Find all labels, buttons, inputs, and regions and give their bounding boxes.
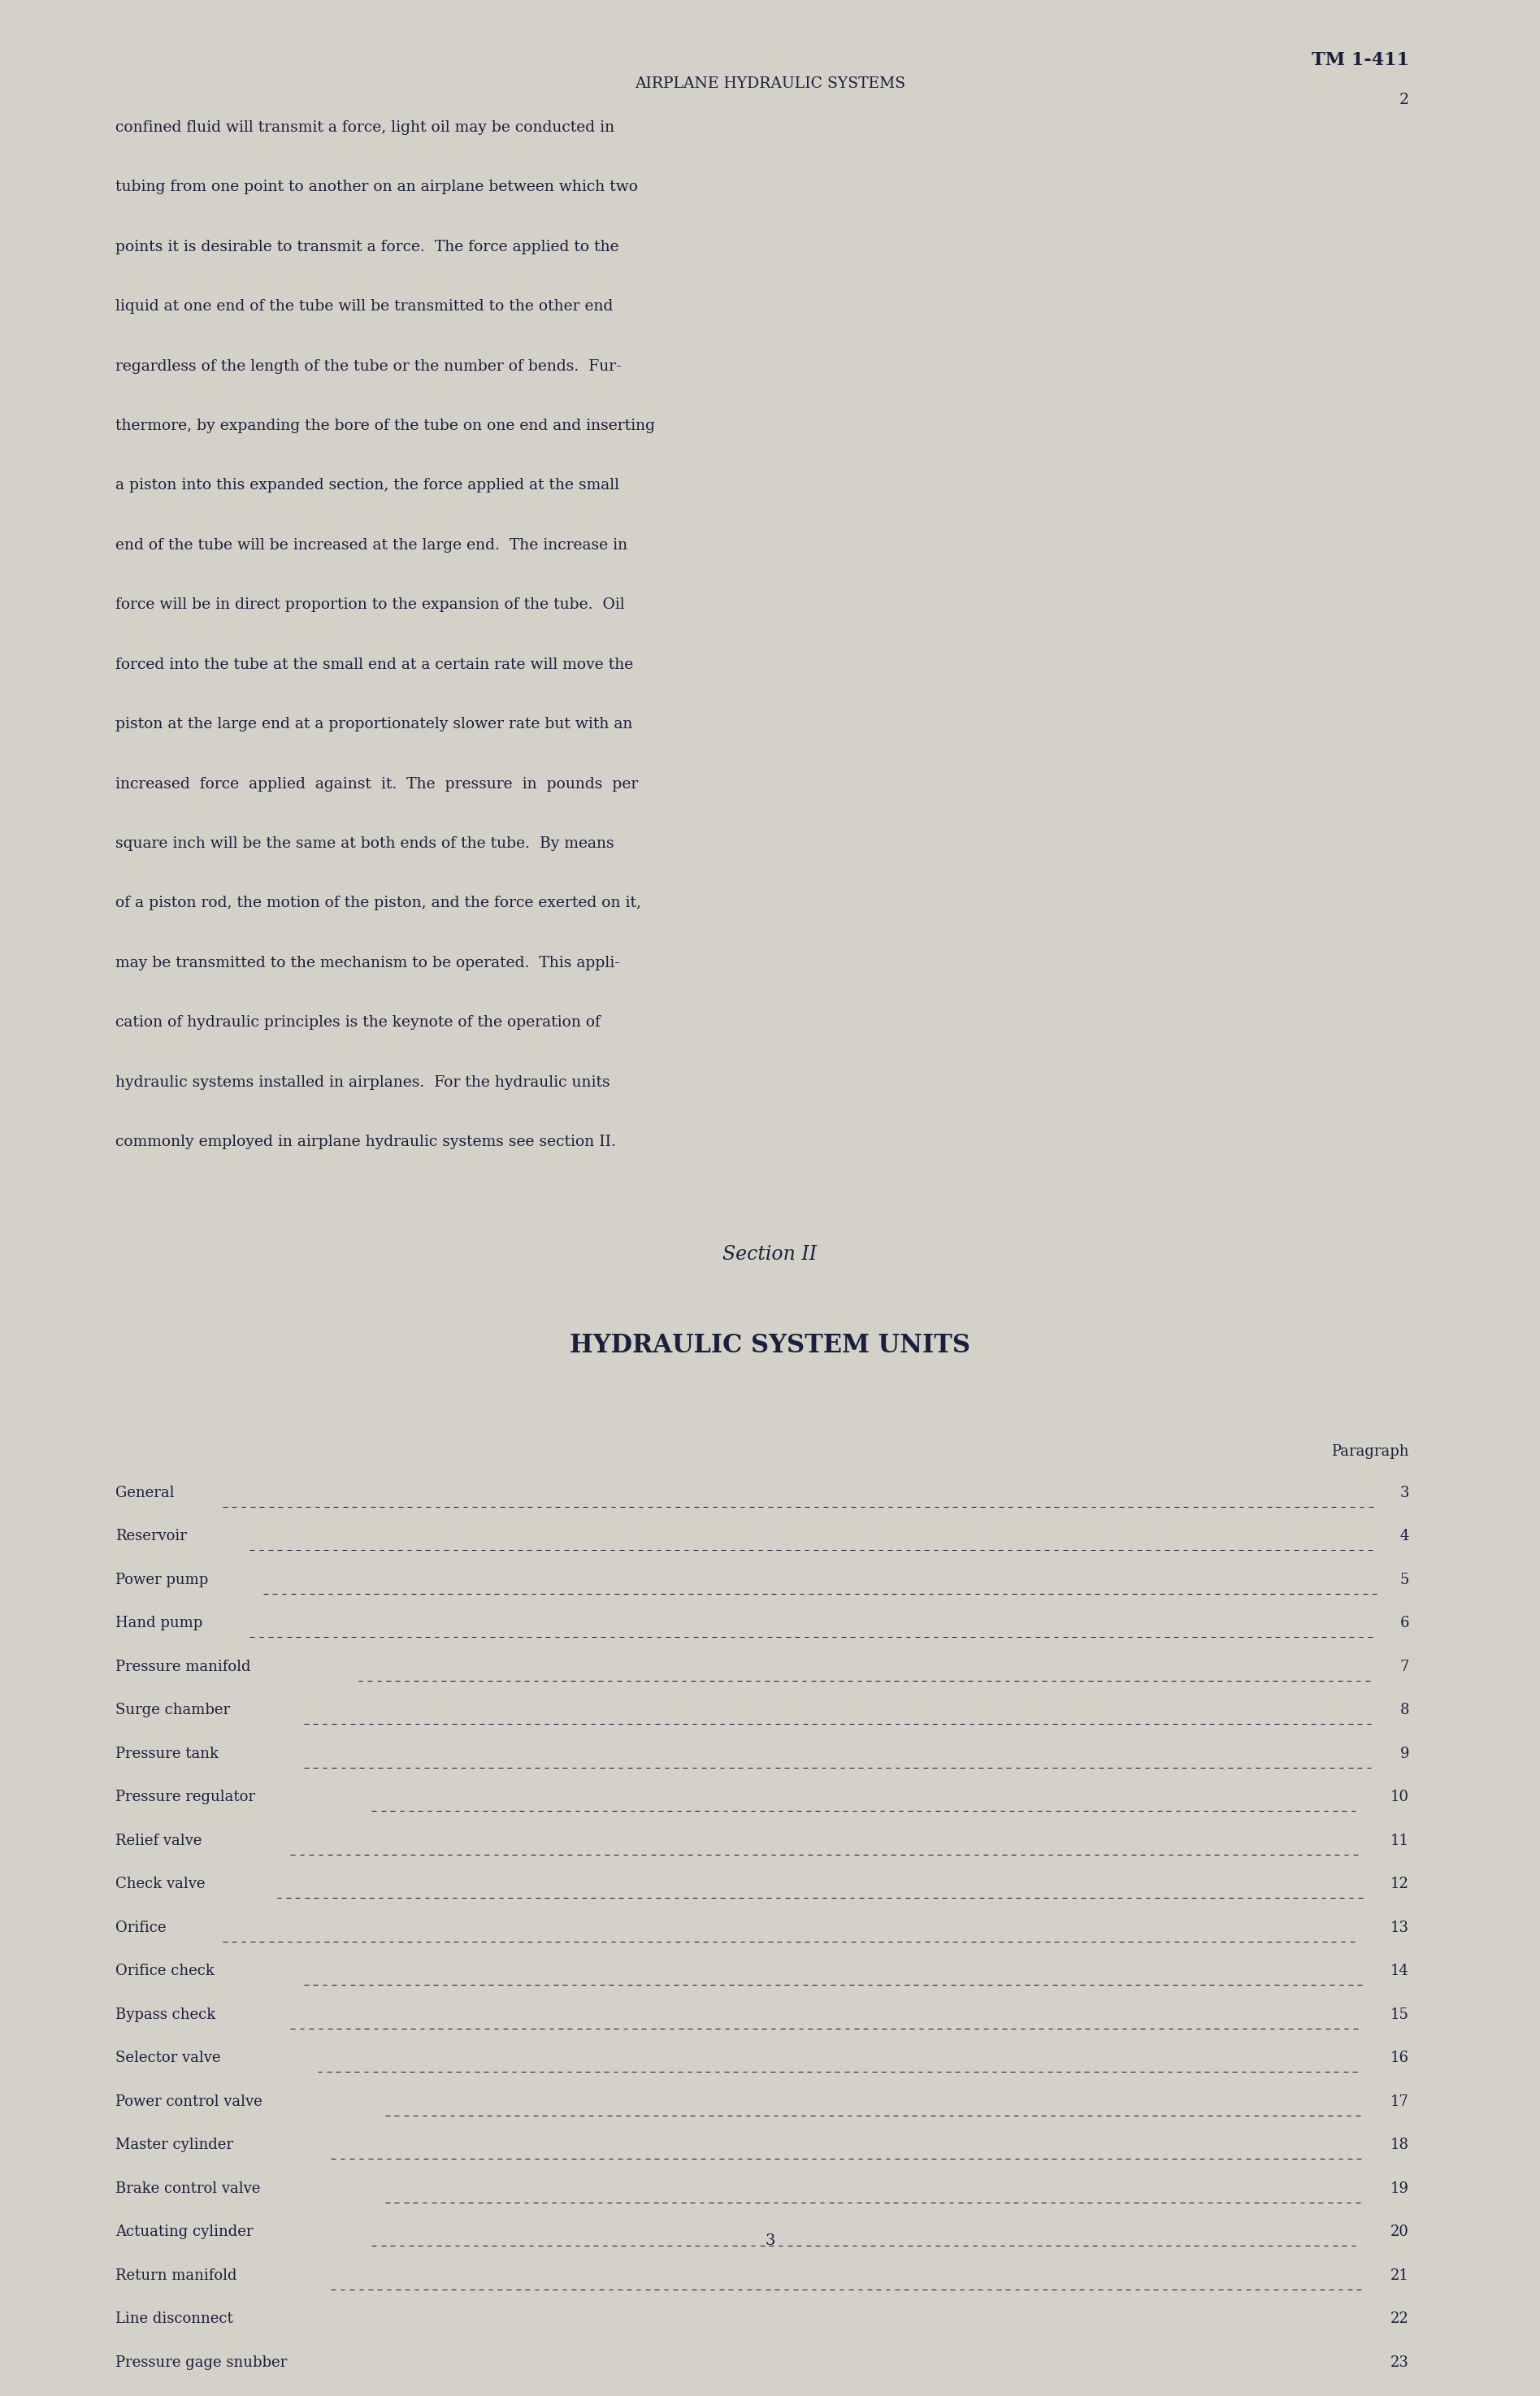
Text: Actuating cylinder: Actuating cylinder xyxy=(116,2226,253,2240)
Text: Return manifold: Return manifold xyxy=(116,2269,237,2283)
Text: may be transmitted to the mechanism to be operated.  This appli-: may be transmitted to the mechanism to b… xyxy=(116,956,621,970)
Text: 22: 22 xyxy=(1391,2312,1409,2327)
Text: liquid at one end of the tube will be transmitted to the other end: liquid at one end of the tube will be tr… xyxy=(116,300,613,314)
Text: Section II: Section II xyxy=(722,1246,818,1263)
Text: Pressure regulator: Pressure regulator xyxy=(116,1790,256,1804)
Text: of a piston rod, the motion of the piston, and the force exerted on it,: of a piston rod, the motion of the pisto… xyxy=(116,896,641,910)
Text: Orifice check: Orifice check xyxy=(116,1965,214,1979)
Text: piston at the large end at a proportionately slower rate but with an: piston at the large end at a proportiona… xyxy=(116,716,633,731)
Text: points it is desirable to transmit a force.  The force applied to the: points it is desirable to transmit a for… xyxy=(116,240,619,254)
Text: 12: 12 xyxy=(1391,1876,1409,1893)
Text: Power control valve: Power control valve xyxy=(116,2094,262,2108)
Text: 17: 17 xyxy=(1391,2094,1409,2108)
Text: 7: 7 xyxy=(1400,1660,1409,1675)
Text: 15: 15 xyxy=(1391,2008,1409,2022)
Text: 9: 9 xyxy=(1400,1747,1409,1761)
Text: Power pump: Power pump xyxy=(116,1572,208,1586)
Text: Paragraph: Paragraph xyxy=(1332,1445,1409,1459)
Text: hydraulic systems installed in airplanes.  For the hydraulic units: hydraulic systems installed in airplanes… xyxy=(116,1076,610,1090)
Text: Line disconnect: Line disconnect xyxy=(116,2312,233,2327)
Text: Relief valve: Relief valve xyxy=(116,1833,202,1847)
Text: 11: 11 xyxy=(1391,1833,1409,1847)
Text: Bypass check: Bypass check xyxy=(116,2008,216,2022)
Text: commonly employed in airplane hydraulic systems see section II.: commonly employed in airplane hydraulic … xyxy=(116,1136,616,1150)
Text: Reservoir: Reservoir xyxy=(116,1529,186,1543)
Text: 13: 13 xyxy=(1391,1922,1409,1936)
Text: 20: 20 xyxy=(1391,2226,1409,2240)
Text: 3: 3 xyxy=(765,2233,775,2247)
Text: 2: 2 xyxy=(1400,93,1409,108)
Text: force will be in direct proportion to the expansion of the tube.  Oil: force will be in direct proportion to th… xyxy=(116,597,625,613)
Text: Pressure manifold: Pressure manifold xyxy=(116,1660,251,1675)
Text: Master cylinder: Master cylinder xyxy=(116,2137,234,2152)
Text: cation of hydraulic principles is the keynote of the operation of: cation of hydraulic principles is the ke… xyxy=(116,1016,601,1030)
Text: Selector valve: Selector valve xyxy=(116,2051,220,2065)
Text: a piston into this expanded section, the force applied at the small: a piston into this expanded section, the… xyxy=(116,479,619,494)
Text: 8: 8 xyxy=(1400,1704,1409,1718)
Text: Surge chamber: Surge chamber xyxy=(116,1704,229,1718)
Text: 4: 4 xyxy=(1400,1529,1409,1543)
Text: regardless of the length of the tube or the number of bends.  Fur-: regardless of the length of the tube or … xyxy=(116,359,622,374)
Text: confined fluid will transmit a force, light oil may be conducted in: confined fluid will transmit a force, li… xyxy=(116,120,614,134)
Text: 21: 21 xyxy=(1391,2269,1409,2283)
Text: square inch will be the same at both ends of the tube.  By means: square inch will be the same at both end… xyxy=(116,836,614,851)
Text: 23: 23 xyxy=(1391,2355,1409,2370)
Text: HYDRAULIC SYSTEM UNITS: HYDRAULIC SYSTEM UNITS xyxy=(570,1332,970,1359)
Text: 10: 10 xyxy=(1391,1790,1409,1804)
Text: Check valve: Check valve xyxy=(116,1876,205,1893)
Text: Pressure tank: Pressure tank xyxy=(116,1747,219,1761)
Text: 3: 3 xyxy=(1400,1486,1409,1500)
Text: TM 1-411: TM 1-411 xyxy=(1312,50,1409,69)
Text: 14: 14 xyxy=(1391,1965,1409,1979)
Text: AIRPLANE HYDRAULIC SYSTEMS: AIRPLANE HYDRAULIC SYSTEMS xyxy=(634,77,906,91)
Text: 18: 18 xyxy=(1391,2137,1409,2152)
Text: Brake control valve: Brake control valve xyxy=(116,2180,260,2197)
Text: tubing from one point to another on an airplane between which two: tubing from one point to another on an a… xyxy=(116,180,638,194)
Text: Hand pump: Hand pump xyxy=(116,1617,203,1632)
Text: end of the tube will be increased at the large end.  The increase in: end of the tube will be increased at the… xyxy=(116,539,628,553)
Text: General: General xyxy=(116,1486,174,1500)
Text: 16: 16 xyxy=(1391,2051,1409,2065)
Text: 5: 5 xyxy=(1400,1572,1409,1586)
Text: Pressure gage snubber: Pressure gage snubber xyxy=(116,2355,286,2370)
Text: 6: 6 xyxy=(1400,1617,1409,1632)
Text: forced into the tube at the small end at a certain rate will move the: forced into the tube at the small end at… xyxy=(116,657,633,671)
Text: Orifice: Orifice xyxy=(116,1922,166,1936)
Text: thermore, by expanding the bore of the tube on one end and inserting: thermore, by expanding the bore of the t… xyxy=(116,419,654,434)
Text: increased  force  applied  against  it.  The  pressure  in  pounds  per: increased force applied against it. The … xyxy=(116,776,638,791)
Text: 19: 19 xyxy=(1391,2180,1409,2197)
